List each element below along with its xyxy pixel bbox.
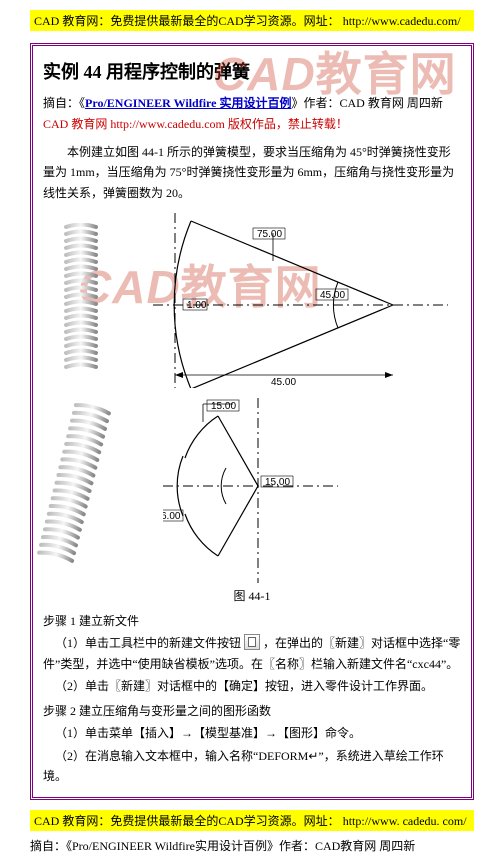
sketch-top: 75.00 45.00 1.00 45.00 <box>153 213 453 388</box>
source-book-link[interactable]: Pro/ENGINEER Wildfire 实用设计百例 <box>85 96 291 110</box>
dim-45b: 45.00 <box>271 377 296 388</box>
dim-1: 1.00 <box>187 300 207 311</box>
source-url[interactable]: http://www.cadedu.com <box>110 117 225 131</box>
spring-tilted <box>30 400 117 567</box>
step1-item1: （1）单击工具栏中的新建文件按钮 ，在弹出的〖新建〗对话框中选择“零件”类型，并… <box>43 633 461 674</box>
step2-item2: （2）在消息输入文本框中，输入名称“DEFORM↵”，系统进入草绘工作环境。 <box>43 746 461 787</box>
step1-head: 步骤 1 建立新文件 <box>43 612 461 629</box>
footer-source: 摘自：《Pro/ENGINEER Wildfire实用设计百例》作者：CAD教育… <box>30 837 474 854</box>
source-line-1: 摘自：《Pro/ENGINEER Wildfire 实用设计百例》作者：CAD … <box>43 94 461 111</box>
step2-head: 步骤 2 建立压缩角与变形量之间的图形函数 <box>43 702 461 719</box>
new-file-icon <box>244 634 260 650</box>
footer-url[interactable]: http://www. cadedu. com/ <box>343 814 467 828</box>
content-box: CAD教育网 实例 44 用程序控制的弹簧 摘自：《Pro/ENGINEER W… <box>30 43 474 800</box>
banner-url[interactable]: http://www.cadedu.com/ <box>343 14 461 28</box>
banner-prefix: CAD 教育网：免费提供最新最全的CAD学习资源。网址： <box>34 14 340 28</box>
top-banner: CAD 教育网：免费提供最新最全的CAD学习资源。网址： http://www.… <box>30 10 474 31</box>
article-title: 实例 44 用程序控制的弹簧 <box>43 58 461 84</box>
footer-prefix: CAD 教育网：免费提供最新最全的CAD学习资源。网址： <box>34 814 340 828</box>
footer-banner: CAD 教育网：免费提供最新最全的CAD学习资源。网址： http://www.… <box>30 810 474 831</box>
dim-45a: 45.00 <box>320 290 345 301</box>
dim-75: 75.00 <box>257 229 282 240</box>
dim-15a: 15.00 <box>211 401 236 412</box>
spring-vertical <box>61 223 101 373</box>
dim-15b: 15.00 <box>265 477 290 488</box>
step2-item1: （1）单击菜单【插入】→【模型基准】→【图形】命令。 <box>43 723 461 743</box>
intro-paragraph: 本例建立如图 44-1 所示的弹簧模型，要求当压缩角为 45°时弹簧挠性变形量为… <box>43 142 461 203</box>
source-line-2: CAD 教育网 http://www.cadedu.com 版权作品，禁止转载！ <box>43 115 461 132</box>
dim-6: 6.00 <box>163 511 181 522</box>
sketch-bottom: 15.00 15.00 6.00 <box>163 398 383 583</box>
step1-item2: （2）单击〖新建〗对话框中的【确定】按钮，进入零件设计工作界面。 <box>43 676 461 696</box>
figure-44-1: 75.00 45.00 1.00 45.00 <box>43 213 463 583</box>
figure-caption: 图 44-1 <box>43 587 461 604</box>
